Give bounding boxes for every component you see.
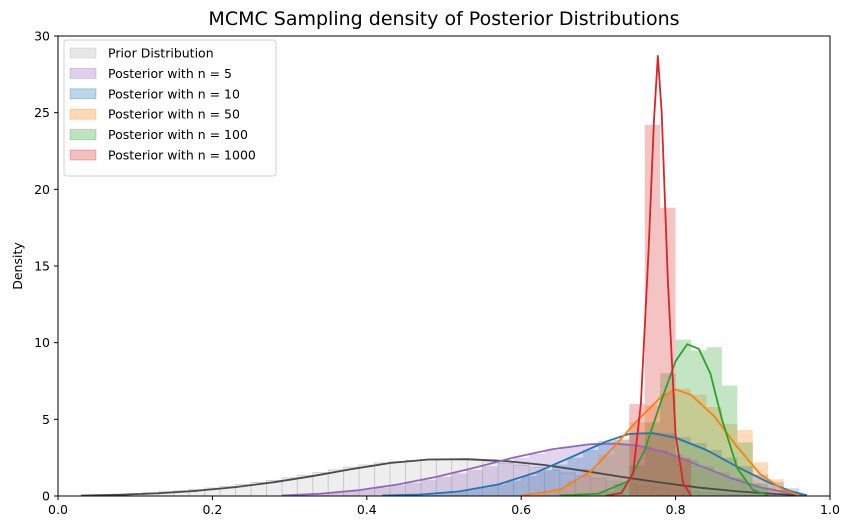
plot-area: 0.0 0.2 0.4 0.6 0.8 1.0 0 5 10 15 20 25 30 <box>34 29 840 518</box>
legend-item-posterior-with-n-50: Posterior with n = 50 <box>69 107 240 122</box>
histogram-bar <box>474 487 491 496</box>
histogram-bar <box>691 394 707 496</box>
histogram-bar <box>552 488 568 496</box>
legend-swatch <box>69 108 97 120</box>
legend-swatch <box>69 149 97 161</box>
histogram-bar <box>644 405 661 496</box>
histogram-bar <box>660 207 676 496</box>
histogram-bar <box>405 482 421 496</box>
histogram-posterior-with-n-10 <box>382 432 800 496</box>
y-tick-label: 30 <box>34 29 50 44</box>
histogram-bar <box>598 491 614 496</box>
histogram-bar <box>606 443 622 496</box>
y-axis-label: Density <box>10 242 25 290</box>
y-tick-label: 5 <box>42 412 50 427</box>
histogram-bar <box>498 461 514 496</box>
legend-box <box>63 39 277 177</box>
x-tick-label: 0.4 <box>357 502 377 517</box>
histogram-bar <box>582 450 599 496</box>
histogram-bar <box>490 484 506 496</box>
histogram-bar <box>436 476 452 496</box>
legend-label: Posterior with n = 5 <box>108 66 232 81</box>
x-tick-label: 1.0 <box>820 502 840 517</box>
histogram-bar <box>505 480 522 496</box>
histogram-bar <box>652 450 668 496</box>
histogram-posterior-with-n-100 <box>598 339 769 496</box>
histogram-bar <box>389 485 406 496</box>
legend: Prior Distribution Posterior with n = 5 Po… <box>63 39 277 177</box>
legend-label: Posterior with n = 1000 <box>108 148 256 163</box>
histogram-bar <box>328 492 344 496</box>
legend-item-prior-distribution: Prior Distribution <box>69 46 214 61</box>
histogram-bar <box>691 350 707 496</box>
chart-title: MCMC Sampling density of Posterior Distr… <box>208 8 679 30</box>
kde-line-posterior-with-n-5 <box>281 442 807 496</box>
legend-swatch <box>69 68 97 79</box>
histogram-bar <box>598 454 614 496</box>
histogram-bar <box>660 393 676 496</box>
histogram-bar <box>644 124 661 496</box>
histogram-bar <box>359 489 375 496</box>
histogram-bar <box>660 373 676 496</box>
histogram-bar <box>737 430 753 496</box>
legend-label: Posterior with n = 50 <box>108 107 240 122</box>
legend-label: Posterior with n = 100 <box>108 127 248 142</box>
legend-item-posterior-with-n-100: Posterior with n = 100 <box>69 127 248 142</box>
kde-line-prior-distribution <box>81 458 807 496</box>
legend-label: Posterior with n = 10 <box>108 86 240 101</box>
histogram-bar <box>536 470 553 496</box>
y-tick-label: 0 <box>42 489 50 504</box>
histogram-bar <box>629 404 645 496</box>
histogram-bar <box>343 490 360 496</box>
legend-item-posterior-with-n-10: Posterior with n = 10 <box>69 86 240 101</box>
legend-swatch <box>69 47 97 59</box>
histogram-bar <box>768 482 784 496</box>
legend-item-posterior-with-n-5: Posterior with n = 5 <box>69 66 232 81</box>
histogram-bar <box>737 442 753 496</box>
histogram-bar <box>675 388 692 496</box>
x-tick-label: 0.0 <box>48 502 68 517</box>
histogram-bar <box>459 490 475 496</box>
histogram-bar <box>374 487 390 496</box>
y-tick-label: 10 <box>34 335 50 350</box>
histogram-bar <box>420 479 437 496</box>
histogram-bar <box>675 436 692 496</box>
histogram-bar <box>660 433 676 496</box>
histogram-bar <box>706 347 722 496</box>
series-layer <box>80 55 808 496</box>
y-tick-label: 15 <box>34 259 50 274</box>
histogram-bar <box>691 443 707 496</box>
histogram-bar <box>444 492 460 496</box>
histogram-bar <box>544 450 560 496</box>
histogram-bar <box>482 466 499 496</box>
legend-swatch <box>69 88 97 100</box>
kde-line-posterior-with-n-10 <box>382 432 808 496</box>
histogram-bar <box>706 450 722 496</box>
legend-swatch <box>69 129 97 141</box>
histogram-bar <box>590 443 607 496</box>
histogram-bar <box>598 440 614 496</box>
x-tick-label: 0.2 <box>202 502 222 517</box>
kde-line-posterior-with-n-1000 <box>605 55 692 496</box>
histogram-bar <box>721 385 738 496</box>
y-tick-label: 20 <box>34 182 50 197</box>
y-tick-label: 25 <box>34 105 50 120</box>
x-tick-label: 0.6 <box>511 502 531 517</box>
histogram-bar <box>428 493 444 496</box>
legend-label: Prior Distribution <box>108 46 214 61</box>
histogram-bar <box>760 487 776 496</box>
histogram-bar <box>567 480 583 496</box>
legend-item-posterior-with-n-1000: Posterior with n = 1000 <box>69 148 256 163</box>
histogram-bar <box>629 422 645 496</box>
histogram-bar <box>312 493 329 496</box>
histogram-bar <box>521 476 537 496</box>
x-tick-label: 0.8 <box>666 502 686 517</box>
histogram-bar <box>536 492 553 496</box>
histogram-bar <box>567 457 583 496</box>
kde-line-posterior-with-n-50 <box>521 388 800 496</box>
histogram-bar <box>582 468 599 496</box>
